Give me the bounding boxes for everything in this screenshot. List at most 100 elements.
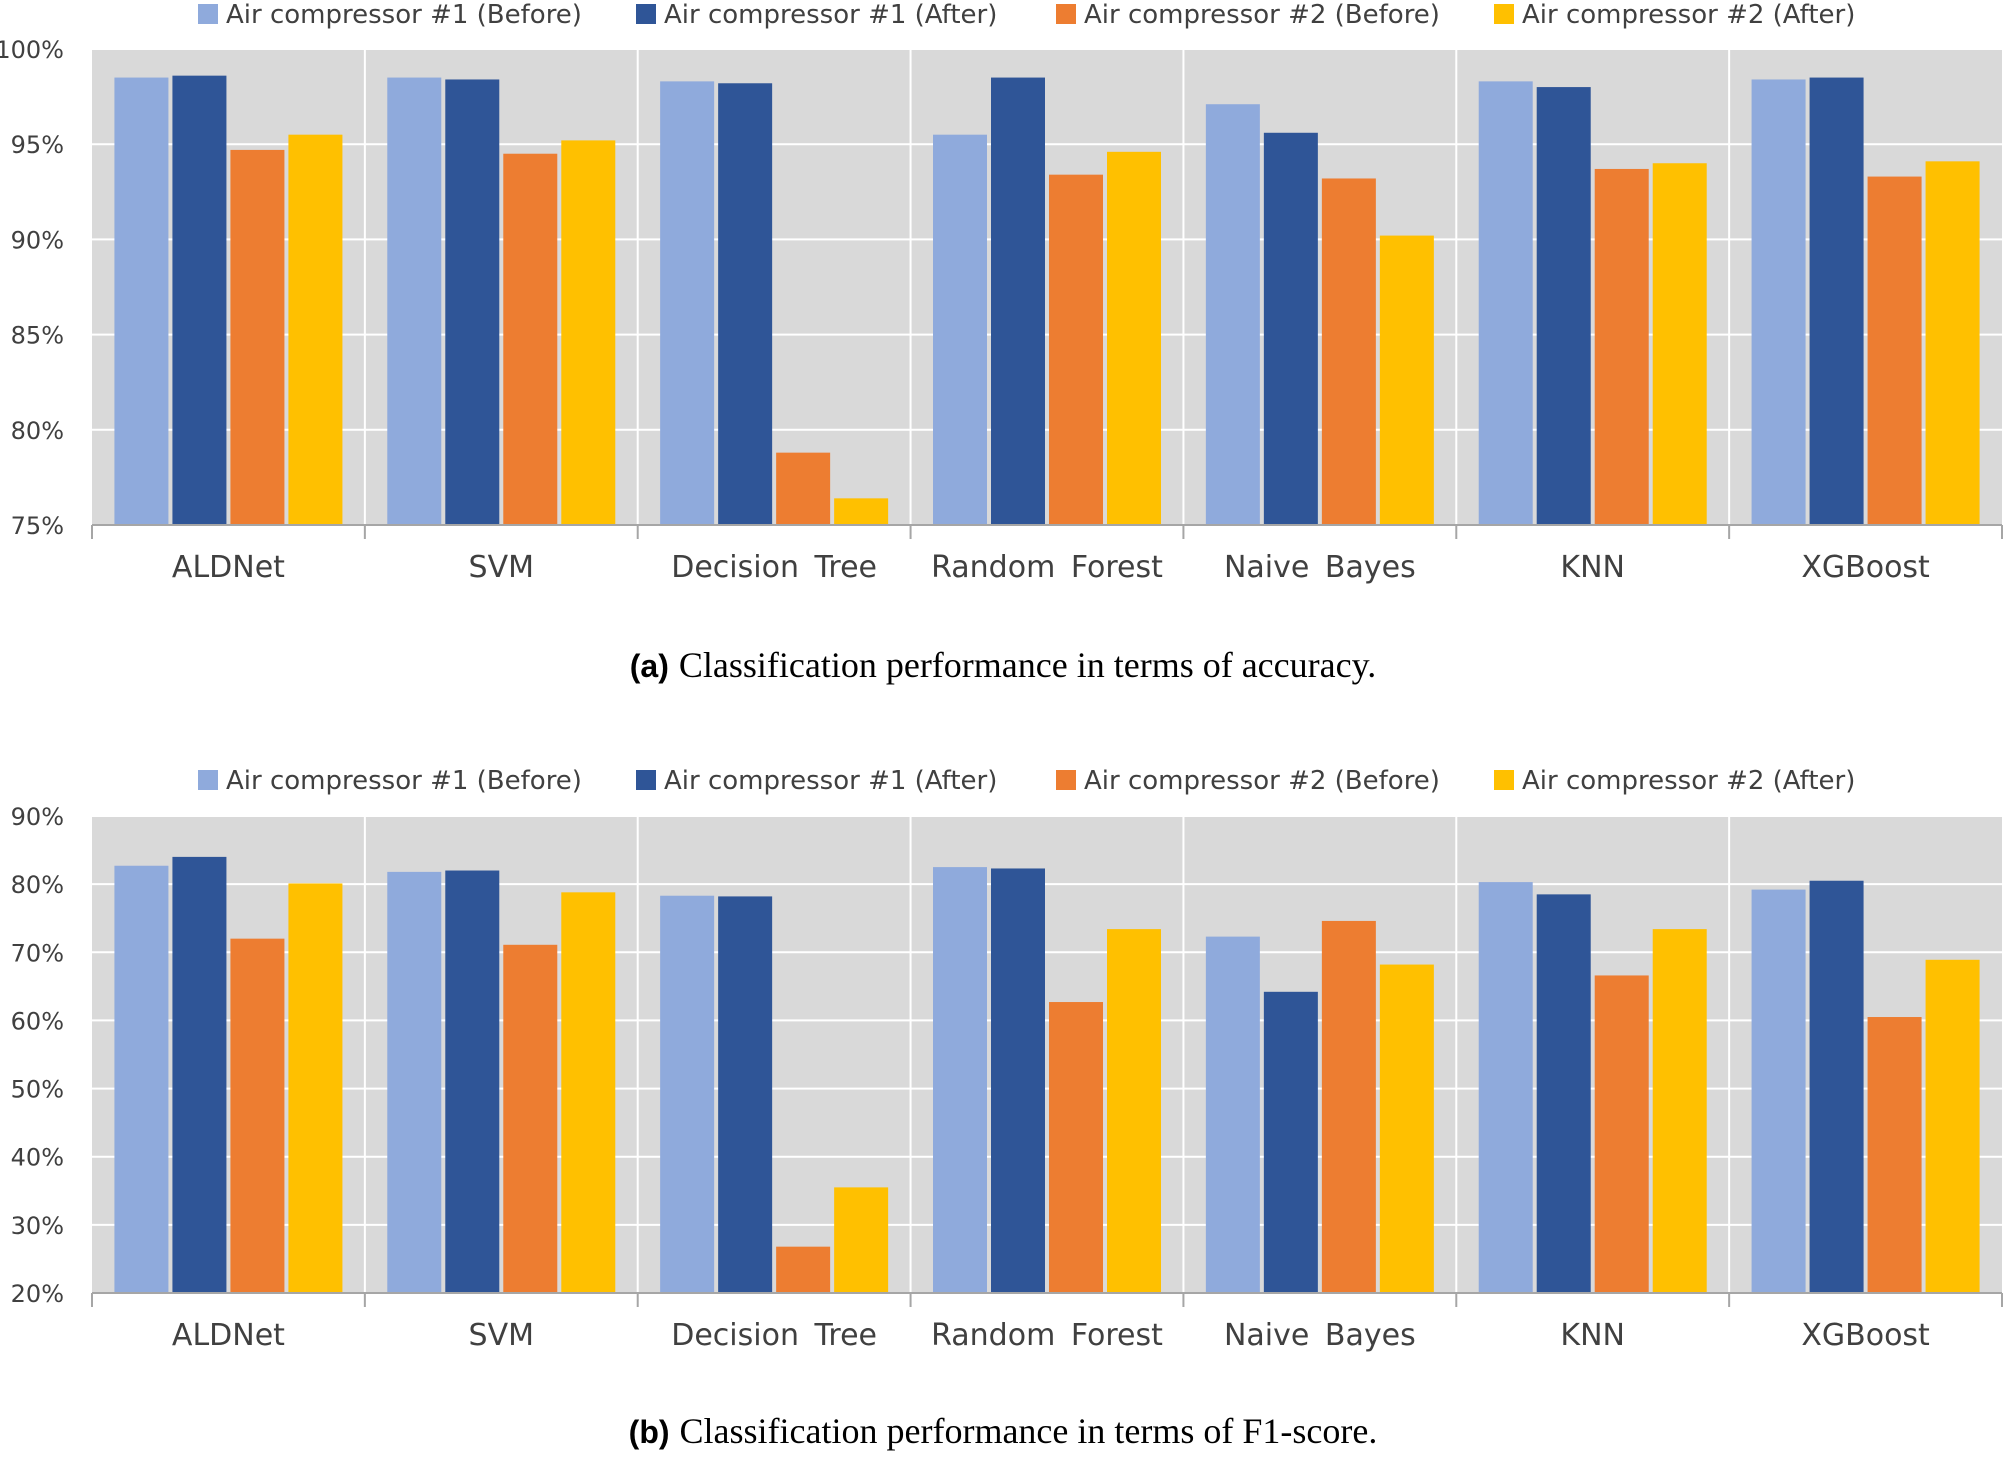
bar bbox=[1049, 174, 1103, 525]
caption-tag: (b) bbox=[629, 1414, 670, 1450]
chart-panel-f1-score: Air compressor #1 (Before) Air compressor… bbox=[11, 766, 2003, 1451]
y-tick-label: 90% bbox=[11, 803, 64, 831]
legend-swatch bbox=[636, 770, 656, 790]
bar bbox=[1107, 151, 1161, 526]
y-tick-label: 30% bbox=[11, 1212, 64, 1240]
x-category-label: Naive Bayes bbox=[1224, 1318, 1416, 1353]
bar bbox=[1536, 87, 1591, 525]
plot-area bbox=[92, 816, 2002, 1293]
legend-swatch bbox=[1056, 4, 1076, 24]
bar bbox=[1751, 889, 1806, 1293]
legend-label: Air compressor #2 (Before) bbox=[1084, 766, 1440, 796]
bar bbox=[1321, 920, 1376, 1293]
x-category-label: ALDNet bbox=[172, 550, 285, 585]
bar bbox=[776, 1246, 831, 1293]
y-tick-label: 85% bbox=[11, 322, 64, 350]
bar bbox=[1379, 964, 1434, 1293]
x-category-label: KNN bbox=[1560, 1318, 1625, 1353]
bar bbox=[991, 868, 1045, 1293]
bar bbox=[1594, 975, 1649, 1293]
y-tick-label: 40% bbox=[11, 1144, 64, 1172]
bar bbox=[230, 149, 285, 526]
bar bbox=[387, 77, 442, 525]
legend: Air compressor #1 (Before) Air compressor… bbox=[198, 0, 1855, 30]
x-category-label: Random Forest bbox=[931, 1318, 1163, 1353]
bar bbox=[503, 944, 558, 1293]
x-category-label: Decision Tree bbox=[671, 1318, 877, 1353]
bar bbox=[933, 867, 987, 1293]
y-tick-label: 90% bbox=[11, 226, 64, 254]
bar bbox=[1925, 959, 1980, 1293]
bar bbox=[1809, 77, 1864, 525]
bar bbox=[230, 938, 285, 1293]
x-category-label: XGBoost bbox=[1801, 1318, 1930, 1353]
bar bbox=[991, 77, 1045, 525]
legend-swatch bbox=[1494, 770, 1514, 790]
bar bbox=[1478, 81, 1533, 526]
legend-item: Air compressor #2 (After) bbox=[1494, 766, 1855, 796]
bar bbox=[933, 134, 987, 525]
legend-item: Air compressor #1 (Before) bbox=[198, 766, 582, 796]
bar bbox=[1205, 936, 1260, 1293]
x-category-label: KNN bbox=[1560, 550, 1625, 585]
y-tick-label: 80% bbox=[11, 417, 64, 445]
bar bbox=[1652, 929, 1707, 1293]
bar bbox=[445, 870, 500, 1293]
bar bbox=[1321, 178, 1376, 526]
x-category-label: SVM bbox=[469, 1318, 534, 1353]
bar bbox=[776, 452, 831, 525]
bar bbox=[503, 153, 558, 525]
bar bbox=[1107, 929, 1161, 1293]
chart-panel-accuracy: Air compressor #1 (Before) Air compressor… bbox=[0, 0, 2003, 685]
bar bbox=[718, 83, 773, 525]
bar bbox=[1536, 894, 1591, 1293]
bar bbox=[1925, 161, 1980, 525]
legend-item: Air compressor #2 (Before) bbox=[1056, 766, 1440, 796]
legend-label: Air compressor #2 (Before) bbox=[1084, 0, 1440, 30]
legend: Air compressor #1 (Before) Air compressor… bbox=[198, 766, 1855, 796]
x-category-label: XGBoost bbox=[1801, 550, 1930, 585]
bar bbox=[834, 1187, 889, 1293]
bar bbox=[1751, 79, 1806, 526]
bar bbox=[1478, 882, 1533, 1293]
bar bbox=[114, 865, 169, 1293]
legend-item: Air compressor #1 (Before) bbox=[198, 0, 582, 30]
legend-swatch bbox=[198, 4, 218, 24]
legend-item: Air compressor #2 (After) bbox=[1494, 0, 1855, 30]
legend-swatch bbox=[636, 4, 656, 24]
caption-text: Classification performance in terms of a… bbox=[679, 645, 1376, 685]
bar bbox=[114, 77, 169, 525]
bar bbox=[288, 134, 343, 525]
bar bbox=[660, 895, 715, 1293]
legend-label: Air compressor #1 (After) bbox=[664, 766, 997, 796]
legend-label: Air compressor #1 (Before) bbox=[226, 766, 582, 796]
bar bbox=[660, 81, 715, 526]
y-tick-label: 95% bbox=[11, 131, 64, 159]
bar bbox=[561, 140, 616, 525]
plot-area bbox=[92, 49, 2002, 525]
legend-swatch bbox=[198, 770, 218, 790]
bar bbox=[1263, 132, 1318, 525]
y-tick-label: 20% bbox=[11, 1280, 64, 1308]
bar bbox=[1594, 168, 1649, 525]
x-category-label: ALDNet bbox=[172, 1318, 285, 1353]
legend-label: Air compressor #1 (Before) bbox=[226, 0, 582, 30]
bar bbox=[1205, 104, 1260, 525]
y-tick-label: 50% bbox=[11, 1076, 64, 1104]
figure-caption: (b) Classification performance in terms o… bbox=[629, 1411, 1378, 1451]
bar bbox=[718, 896, 773, 1293]
bar bbox=[834, 498, 889, 525]
figure-caption: (a) Classification performance in terms o… bbox=[630, 645, 1376, 685]
bar bbox=[1263, 991, 1318, 1293]
legend-label: Air compressor #1 (After) bbox=[664, 0, 997, 30]
y-tick-label: 75% bbox=[11, 512, 64, 540]
legend-item: Air compressor #1 (After) bbox=[636, 766, 997, 796]
legend-label: Air compressor #2 (After) bbox=[1522, 766, 1855, 796]
bar bbox=[1867, 1017, 1922, 1293]
x-category-label: Random Forest bbox=[931, 550, 1163, 585]
legend-item: Air compressor #2 (Before) bbox=[1056, 0, 1440, 30]
bar bbox=[387, 871, 442, 1293]
bar bbox=[1652, 163, 1707, 526]
caption-text: Classification performance in terms of F… bbox=[680, 1411, 1378, 1451]
